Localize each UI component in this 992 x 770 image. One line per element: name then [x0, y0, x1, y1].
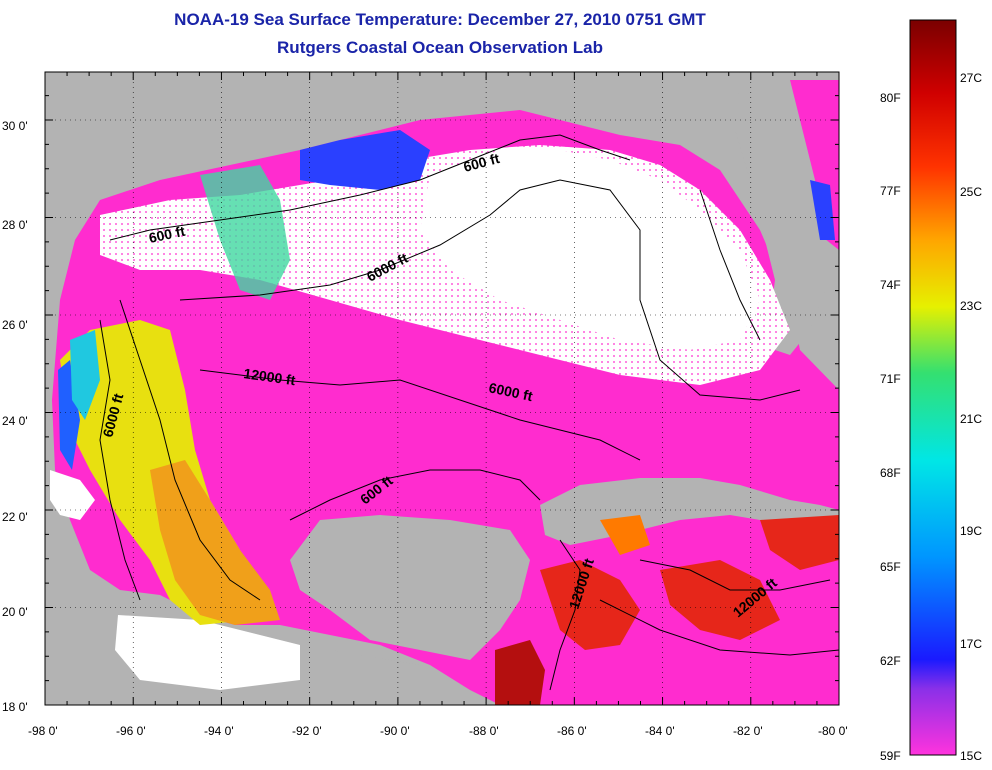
- contour-caribbean-c: [599, 599, 839, 656]
- x-tick-label: -94 0': [204, 724, 234, 738]
- y-tick-labels: 30 0' 28 0' 26 0' 24 0' 22 0' 20 0' 18 0…: [2, 119, 28, 714]
- colorbar-c-label: 23C: [960, 299, 982, 313]
- caribbean-red-3: [760, 515, 839, 570]
- caribbean-red-1: [540, 560, 640, 650]
- colorbar-c-label: 21C: [960, 412, 982, 426]
- colorbar-c-label: 27C: [960, 71, 982, 85]
- x-tick-label: -88 0': [469, 724, 499, 738]
- map-title: NOAA-19 Sea Surface Temperature: Decembe…: [174, 10, 706, 29]
- contour-600ft-north: [109, 134, 631, 241]
- colorbar-gradient: [909, 19, 957, 756]
- x-tick-label: -92 0': [292, 724, 322, 738]
- colorbar-f-label: 65F: [880, 560, 901, 574]
- y-tick-label: 24 0': [2, 414, 28, 428]
- colorbar-c-label: 19C: [960, 524, 982, 538]
- contour-600ft-yucatan: [289, 469, 541, 521]
- contour-600ft-west: [119, 299, 261, 601]
- cloud-core: [420, 150, 760, 350]
- y-tick-label: 26 0': [2, 318, 28, 332]
- contour-caribbean-b: [639, 559, 831, 591]
- shelf-plume: [200, 165, 290, 300]
- contour-florida: [699, 189, 761, 341]
- map-subtitle: Rutgers Coastal Ocean Observation Lab: [277, 38, 603, 57]
- west-coast-cyan: [70, 330, 100, 420]
- colorbar-f-label: 62F: [880, 654, 901, 668]
- colorbar-f-label: 71F: [880, 372, 901, 386]
- x-tick-label: -98 0': [28, 724, 58, 738]
- cloud-west: [50, 470, 95, 520]
- florida-coast-blue: [810, 180, 835, 240]
- contour-caribbean-a: [549, 539, 581, 691]
- colorbar-f-label: 59F: [880, 749, 901, 763]
- x-tick-label: -80 0': [818, 724, 848, 738]
- caribbean-orange: [600, 515, 650, 555]
- caribbean-red-2: [660, 560, 780, 640]
- colorbar-c-label: 25C: [960, 185, 982, 199]
- caribbean-darkred: [495, 640, 545, 705]
- colorbar-f-label: 77F: [880, 184, 901, 198]
- colorbar-c-label: 17C: [960, 637, 982, 651]
- y-tick-label: 28 0': [2, 218, 28, 232]
- y-tick-label: 30 0': [2, 119, 28, 133]
- cloud-south: [115, 615, 300, 690]
- y-tick-label: 20 0': [2, 605, 28, 619]
- x-tick-label: -84 0': [645, 724, 675, 738]
- west-shelf-orange: [150, 460, 280, 625]
- x-tick-labels: -98 0' -96 0' -94 0' -92 0' -90 0' -88 0…: [28, 724, 848, 738]
- y-tick-label: 22 0': [2, 510, 28, 524]
- axis-ticks: [44, 72, 840, 706]
- colorbar: 80F 77F 74F 71F 68F 65F 62F 59F 27C 25C …: [880, 19, 982, 763]
- colorbar-f-label: 68F: [880, 466, 901, 480]
- contour-12000ft: [199, 369, 641, 461]
- contour-6000ft-north: [179, 179, 801, 401]
- colorbar-f-label: 74F: [880, 278, 901, 292]
- x-tick-label: -82 0': [733, 724, 763, 738]
- north-coast-blue: [300, 130, 430, 190]
- contour-label-12000a: 12000 ft: [243, 365, 297, 388]
- y-tick-label: 18 0': [2, 700, 28, 714]
- colorbar-c-label: 15C: [960, 749, 982, 763]
- x-tick-label: -86 0': [557, 724, 587, 738]
- bathymetry-contours: [99, 134, 839, 691]
- x-tick-label: -96 0': [116, 724, 146, 738]
- contour-6000ft-west: [99, 319, 141, 601]
- yucatan-land: [290, 515, 530, 660]
- colorbar-f-label: 80F: [880, 91, 901, 105]
- x-tick-label: -90 0': [380, 724, 410, 738]
- contour-label-600a: 600 ft: [147, 223, 186, 246]
- map-area: 600 ft 600 ft 600 ft 6000 ft 6000 ft 600…: [45, 72, 839, 705]
